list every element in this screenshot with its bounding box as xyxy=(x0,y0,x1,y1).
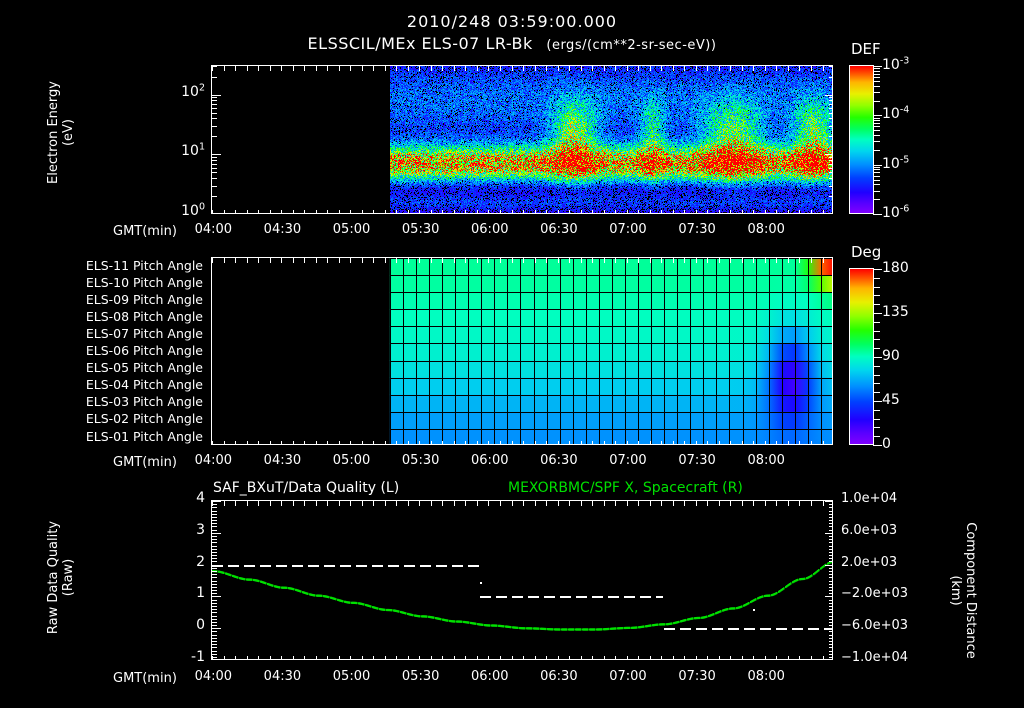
bottom-panel-left-ytick-labels: 4 3 2 1 0 -1 xyxy=(0,0,1024,665)
time-tick-label: 06:00 xyxy=(471,222,509,237)
time-tick-label: 04:30 xyxy=(263,222,302,237)
pitch-panel-time-labels: 04:00 04:30 05:00 05:30 06:00 06:30 07:00 07:30… xyxy=(0,453,1024,471)
pitch-panel-row-labels: ELS-11 Pitch Angle ELS-10 Pitch Angle ELS-… xyxy=(0,257,211,445)
deg-colorbar-tick-label: 90 xyxy=(882,348,900,364)
time-tick-label: 04:00 xyxy=(194,669,233,684)
bottom-panel-right-ylabel: Component Distance (km) xyxy=(948,503,978,678)
time-tick-label: 05:00 xyxy=(332,669,371,684)
subtitle-units: (ergs/(cm**2-sr-sec-eV)) xyxy=(546,38,717,53)
time-tick-label: 07:30 xyxy=(678,453,716,468)
def-colorbar-title: DEF xyxy=(851,40,881,58)
pitch-panel-gmt-label: GMT(min) xyxy=(113,455,177,470)
bottom-left-ytick-label: 0 xyxy=(196,617,205,634)
bottom-left-ytick-label: 1 xyxy=(196,585,205,602)
bottom-panel-gmt-label: GMT(min) xyxy=(113,671,177,686)
deg-colorbar-tick-label: 0 xyxy=(882,436,891,452)
deg-colorbar-tick-label: 180 xyxy=(882,260,909,276)
subtitle-dataset: ELSSCIL/MEx ELS-07 LR-Bk xyxy=(307,34,533,53)
time-tick-label: 06:00 xyxy=(471,453,509,468)
energy-ytick-label: 102 xyxy=(181,81,205,100)
def-colorbar-tick-label: 10-6 xyxy=(882,203,910,221)
pitch-row-label: ELS-02 Pitch Angle xyxy=(85,411,203,427)
time-tick-label: 05:00 xyxy=(332,453,371,468)
energy-ylabel-line2: (eV) xyxy=(61,118,76,147)
time-tick-label: 04:30 xyxy=(263,669,302,684)
bottom-panel-right-ytick-labels: 1.0e+04 6.0e+03 2.0e+03 −2.0e+03 −6.0e+03 −1.… xyxy=(0,0,1024,665)
page-title-timestamp: 2010/248 03:59:00.000 xyxy=(406,12,618,31)
bottom-left-ylabel-line1: Raw Data Quality xyxy=(46,520,61,635)
bottom-left-ytick-label: 2 xyxy=(196,553,205,570)
pitch-row-label: ELS-04 Pitch Angle xyxy=(85,377,203,393)
bottom-left-ytick-label: -1 xyxy=(191,649,205,665)
bottom-left-ylabel-line2: (Raw) xyxy=(61,558,76,597)
time-tick-label: 06:30 xyxy=(540,669,578,684)
bottom-right-ytick-label: 6.0e+03 xyxy=(841,522,898,538)
deg-colorbar-tick-label: 45 xyxy=(882,392,900,408)
pitch-row-label: ELS-05 Pitch Angle xyxy=(85,360,203,376)
time-tick-label: 06:30 xyxy=(540,453,578,468)
bottom-left-ytick-label: 3 xyxy=(196,521,205,538)
def-colorbar-tick-label: 10-3 xyxy=(882,55,910,73)
pitch-row-label: ELS-09 Pitch Angle xyxy=(85,291,203,307)
def-colorbar-tick-label: 10-5 xyxy=(882,154,910,172)
bottom-panel-left-ylabel: Raw Data Quality (Raw) xyxy=(46,490,76,665)
pitch-row-label: ELS-08 Pitch Angle xyxy=(85,308,203,324)
time-tick-label: 05:30 xyxy=(401,669,440,684)
energy-spectrogram-panel[interactable] xyxy=(211,65,833,214)
time-tick-label: 07:00 xyxy=(609,669,647,684)
bottom-left-ytick-label: 4 xyxy=(196,490,205,506)
pitch-row-label: ELS-07 Pitch Angle xyxy=(85,325,203,341)
bottom-panel-title-right: MEXORBMC/SPF X, Spacecraft (R) xyxy=(508,480,743,496)
deg-colorbar-tick-label: 135 xyxy=(882,304,909,320)
def-colorbar-tick-label: 10-4 xyxy=(882,104,910,123)
bottom-right-ytick-label: 2.0e+03 xyxy=(841,554,898,570)
bottom-panel-title-left: SAF_BXuT/Data Quality (L) xyxy=(213,480,400,496)
component-distance-canvas xyxy=(212,501,832,659)
time-tick-label: 05:30 xyxy=(401,453,440,468)
energy-spectrogram-canvas xyxy=(212,66,832,213)
pitch-row-label: ELS-01 Pitch Angle xyxy=(85,428,203,444)
bottom-right-ylabel-line1: Component Distance xyxy=(963,522,978,659)
def-colorbar-labels: 10-3 10-4 10-5 10-6 xyxy=(849,56,989,221)
time-tick-label: 06:30 xyxy=(540,222,578,237)
energy-ytick-label: 100 xyxy=(181,201,205,219)
pitch-row-label: ELS-11 Pitch Angle xyxy=(85,257,203,273)
pitch-row-label: ELS-10 Pitch Angle xyxy=(85,274,203,290)
pitch-angle-panel[interactable] xyxy=(211,257,833,445)
energy-panel-time-labels: 04:00 04:30 05:00 05:30 06:00 06:30 07:00 07:30… xyxy=(0,222,1024,240)
bottom-right-ytick-label: 1.0e+04 xyxy=(841,491,898,506)
time-tick-label: 08:00 xyxy=(747,222,785,237)
bottom-right-ytick-label: −1.0e+04 xyxy=(841,650,908,665)
time-tick-label: 05:30 xyxy=(401,222,440,237)
time-tick-label: 07:00 xyxy=(609,222,647,237)
pitch-row-label: ELS-06 Pitch Angle xyxy=(85,343,203,358)
energy-ylabel-line1: Electron Energy xyxy=(46,81,61,184)
energy-ytick-label: 101 xyxy=(181,141,205,160)
def-colorbar[interactable] xyxy=(849,65,882,215)
energy-panel-ytick-labels: 100 101 102 xyxy=(0,0,1024,219)
bottom-panel-time-labels: 04:00 04:30 05:00 05:30 06:00 06:30 07:00 07:30… xyxy=(0,669,1024,687)
energy-panel-gmt-label: GMT(min) xyxy=(113,224,177,239)
deg-colorbar-title: Deg xyxy=(851,243,882,261)
pitch-angle-canvas xyxy=(212,258,832,444)
energy-panel-ylabel: Electron Energy (eV) xyxy=(46,50,76,215)
time-tick-label: 05:00 xyxy=(332,222,371,237)
time-tick-label: 08:00 xyxy=(747,453,785,468)
time-tick-label: 04:00 xyxy=(194,453,233,468)
time-tick-label: 07:30 xyxy=(678,222,716,237)
time-tick-label: 07:00 xyxy=(609,453,647,468)
data-quality-distance-panel[interactable] xyxy=(211,500,833,660)
time-tick-label: 06:00 xyxy=(471,669,509,684)
time-tick-label: 04:00 xyxy=(194,222,233,237)
time-tick-label: 08:00 xyxy=(747,669,785,684)
pitch-row-label: ELS-03 Pitch Angle xyxy=(85,394,203,410)
bottom-right-ytick-label: −2.0e+03 xyxy=(841,586,908,602)
time-tick-label: 04:30 xyxy=(263,453,302,468)
bottom-right-ytick-label: −6.0e+03 xyxy=(841,618,908,634)
deg-colorbar-labels: 180 135 90 45 0 xyxy=(849,260,989,452)
time-tick-label: 07:30 xyxy=(678,669,716,684)
page-title-subtitle: ELSSCIL/MEx ELS-07 LR-Bk (ergs/(cm**2-sr… xyxy=(0,34,1024,53)
